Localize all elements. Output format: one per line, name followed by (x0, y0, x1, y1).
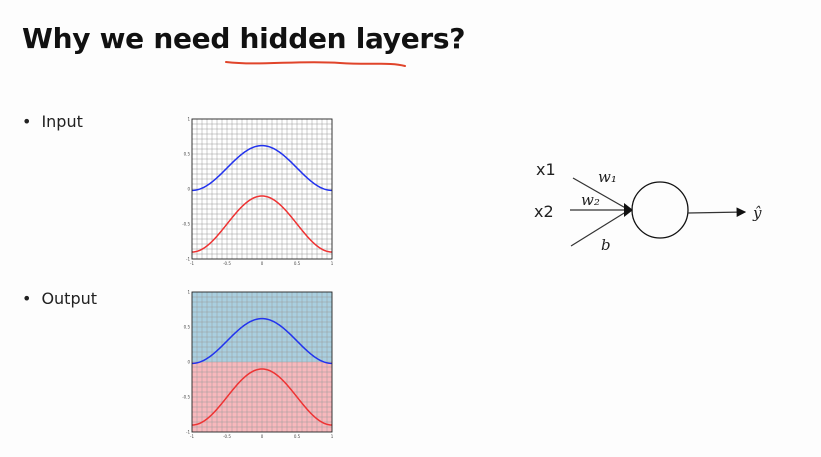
annotation-underline (225, 61, 406, 67)
plot-frame (191, 291, 333, 433)
junction-arrow-icon (624, 203, 633, 217)
x-tick-label: 1 (331, 261, 334, 266)
x-tick-label: 0.5 (294, 434, 301, 439)
bullet-input: • Input (22, 112, 83, 131)
y-tick-label: -1 (186, 257, 190, 262)
bullet-dot-icon: • (22, 289, 32, 308)
output-plot: -1 -0.5 0 0.5 1 1 0.5 0 -0.5 -1 (182, 290, 334, 440)
input-line-x1 (572, 177, 630, 211)
neuron-diagram: x1 x2 w₁ w₂ b ŷ (534, 160, 762, 254)
input-label-x1: x1 (536, 160, 556, 179)
y-tick-label: 0.5 (184, 325, 191, 330)
y-tick-label: -0.5 (182, 395, 190, 400)
neuron-node (631, 181, 689, 239)
y-tick-label: 0 (187, 187, 190, 192)
y-tick-label: -1 (186, 430, 190, 435)
x-tick-label: -0.5 (223, 261, 231, 266)
bullet-output: • Output (22, 289, 97, 308)
slide-title: Why we need hidden layers? (22, 22, 466, 55)
weight-label-w2: w₂ (581, 191, 600, 209)
bullet-dot-icon: • (22, 112, 32, 131)
x-tick-label: -1 (190, 261, 194, 266)
y-tick-label: 0.5 (184, 152, 191, 157)
x-tick-label: 0 (261, 434, 264, 439)
input-plot: -1 -0.5 0 0.5 1 1 0.5 0 -0.5 -1 (182, 117, 334, 267)
series-line (191, 317, 333, 365)
output-label-yhat: ŷ (752, 204, 762, 222)
x-tick-label: -1 (190, 434, 194, 439)
x-tick-label: -0.5 (223, 434, 231, 439)
weight-label-w1: w₁ (598, 168, 617, 186)
bias-label: b (601, 236, 611, 254)
output-arrow (687, 207, 747, 217)
series-line (191, 368, 333, 426)
x-tick-label: 0.5 (294, 261, 301, 266)
series-line (191, 144, 333, 192)
y-tick-label: 1 (187, 290, 190, 295)
plot-frame (191, 118, 333, 260)
y-tick-label: 0 (187, 360, 190, 365)
input-line-bias (570, 209, 630, 247)
input-label-x2: x2 (534, 202, 554, 221)
series-line (191, 195, 333, 253)
x-tick-label: 1 (331, 434, 334, 439)
bullet-input-label: Input (41, 112, 83, 131)
y-tick-label: -0.5 (182, 222, 190, 227)
x-tick-label: 0 (261, 261, 264, 266)
y-tick-label: 1 (187, 117, 190, 122)
bullet-output-label: Output (41, 289, 98, 308)
